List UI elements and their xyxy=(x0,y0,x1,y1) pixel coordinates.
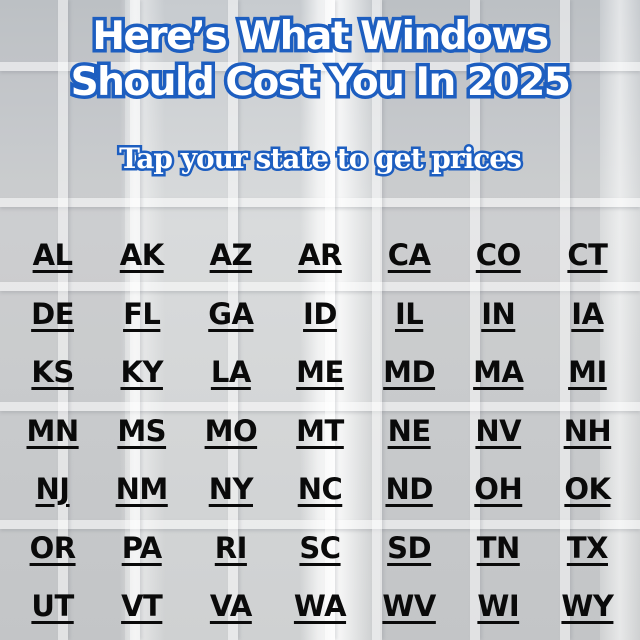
state-link-va[interactable]: VA xyxy=(209,589,252,624)
state-link-ma[interactable]: MA xyxy=(473,355,524,390)
state-link-nd[interactable]: ND xyxy=(385,472,433,507)
state-link-nj[interactable]: NJ xyxy=(35,472,71,507)
state-link-wa[interactable]: WA xyxy=(293,589,347,624)
headline: Here’s What Windows Should Cost You In 2… xyxy=(0,11,640,109)
state-link-ms[interactable]: MS xyxy=(117,413,167,448)
state-link-nh[interactable]: NH xyxy=(563,413,612,448)
state-link-ga[interactable]: GA xyxy=(208,296,254,331)
state-link-ar[interactable]: AR xyxy=(298,238,342,273)
state-link-ca[interactable]: CA xyxy=(387,238,431,273)
state-link-ct[interactable]: CT xyxy=(567,238,608,273)
state-link-id[interactable]: ID xyxy=(303,296,337,331)
state-link-fl[interactable]: FL xyxy=(123,296,161,331)
state-link-al[interactable]: AL xyxy=(32,238,73,273)
state-link-co[interactable]: CO xyxy=(475,238,521,273)
state-link-ky[interactable]: KY xyxy=(120,355,163,390)
state-link-nv[interactable]: NV xyxy=(475,413,522,448)
state-link-ne[interactable]: NE xyxy=(387,413,432,448)
state-link-ak[interactable]: AK xyxy=(119,238,164,273)
state-link-nc[interactable]: NC xyxy=(297,472,343,507)
state-link-or[interactable]: OR xyxy=(29,530,76,565)
headline-line-1: Here’s What Windows xyxy=(89,11,553,63)
state-link-wi[interactable]: WI xyxy=(477,589,520,624)
state-link-grid: AL AK AZ AR CA CO CT DE FL GA ID IL IN IA KS KY LA ME MD MA… xyxy=(8,226,632,636)
state-link-sd[interactable]: SD xyxy=(387,530,432,565)
state-link-mi[interactable]: MI xyxy=(568,355,607,390)
state-link-tx[interactable]: TX xyxy=(566,530,609,565)
state-link-tn[interactable]: TN xyxy=(476,530,521,565)
state-link-ny[interactable]: NY xyxy=(208,472,254,507)
subheadline: Tap your state to get prices xyxy=(117,140,525,178)
state-link-il[interactable]: IL xyxy=(394,296,424,331)
state-link-nm[interactable]: NM xyxy=(115,472,169,507)
state-link-md[interactable]: MD xyxy=(383,355,436,390)
state-link-ks[interactable]: KS xyxy=(31,355,74,390)
state-link-de[interactable]: DE xyxy=(31,296,75,331)
state-link-me[interactable]: ME xyxy=(296,355,344,390)
state-link-oh[interactable]: OH xyxy=(474,472,523,507)
state-link-la[interactable]: LA xyxy=(210,355,251,390)
state-link-vt[interactable]: VT xyxy=(121,589,163,624)
state-link-ri[interactable]: RI xyxy=(214,530,248,565)
state-link-ia[interactable]: IA xyxy=(571,296,604,331)
state-link-pa[interactable]: PA xyxy=(121,530,163,565)
state-link-mo[interactable]: MO xyxy=(204,413,258,448)
state-link-wy[interactable]: WY xyxy=(561,589,614,624)
state-link-ut[interactable]: UT xyxy=(31,589,74,624)
state-link-sc[interactable]: SC xyxy=(299,530,341,565)
state-link-mn[interactable]: MN xyxy=(26,413,80,448)
headline-line-2: Should Cost You In 2025 xyxy=(67,57,574,109)
state-link-az[interactable]: AZ xyxy=(209,238,253,273)
state-link-in[interactable]: IN xyxy=(481,296,516,331)
state-link-ok[interactable]: OK xyxy=(564,472,611,507)
state-link-mt[interactable]: MT xyxy=(296,413,344,448)
state-link-wv[interactable]: WV xyxy=(382,589,436,624)
